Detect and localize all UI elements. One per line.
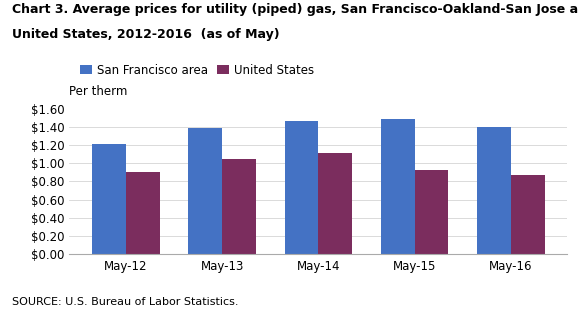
Bar xyxy=(126,172,160,254)
Bar xyxy=(511,175,545,254)
Bar xyxy=(415,170,449,254)
Text: United States, 2012-2016  (as of May): United States, 2012-2016 (as of May) xyxy=(12,28,279,41)
Bar xyxy=(188,128,222,254)
Text: Per therm: Per therm xyxy=(69,85,128,98)
Bar xyxy=(318,153,352,254)
Legend: San Francisco area, United States: San Francisco area, United States xyxy=(75,59,318,82)
Bar xyxy=(285,121,318,254)
Bar xyxy=(381,119,415,254)
Text: Chart 3. Average prices for utility (piped) gas, San Francisco-Oakland-San Jose : Chart 3. Average prices for utility (pip… xyxy=(12,3,579,16)
Bar xyxy=(477,127,511,254)
Text: SOURCE: U.S. Bureau of Labor Statistics.: SOURCE: U.S. Bureau of Labor Statistics. xyxy=(12,297,238,307)
Bar xyxy=(222,159,256,254)
Bar xyxy=(92,144,126,254)
